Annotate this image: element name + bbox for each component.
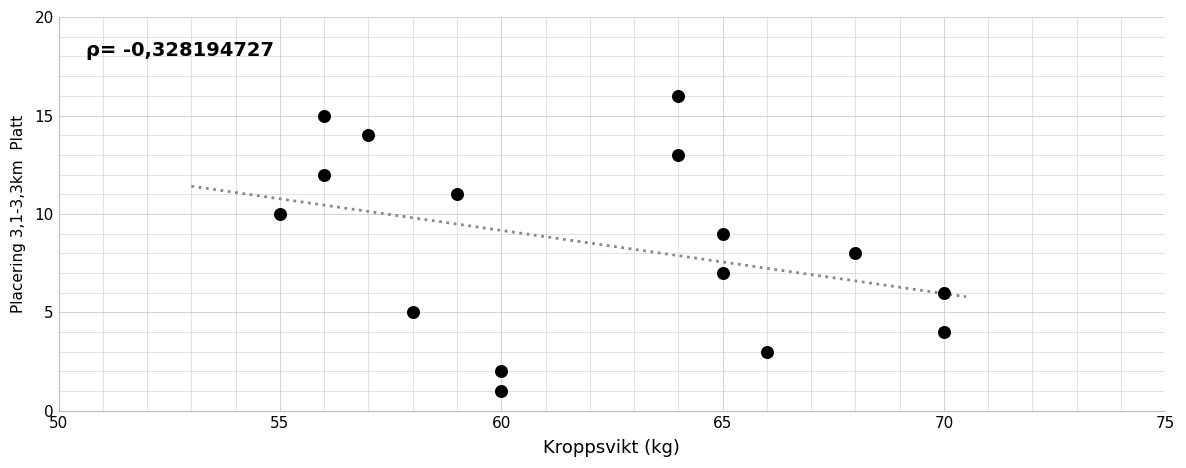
Point (935, 289, 954, 296)
Point (492, 388, 511, 395)
Point (314, 171, 333, 178)
Point (758, 348, 777, 355)
Point (492, 367, 511, 375)
Point (447, 190, 466, 198)
Point (359, 132, 378, 139)
Y-axis label: Placering 3,1-3,3km  Platt: Placering 3,1-3,3km Platt (11, 115, 26, 313)
Text: ρ= -0,328194727: ρ= -0,328194727 (87, 41, 274, 60)
Point (669, 92, 688, 100)
Point (935, 328, 954, 336)
Point (270, 210, 289, 218)
X-axis label: Kroppsvikt (kg): Kroppsvikt (kg) (543, 439, 681, 457)
Point (403, 308, 422, 316)
Point (713, 230, 732, 237)
Point (669, 151, 688, 159)
Point (846, 249, 865, 257)
Point (713, 269, 732, 277)
Point (314, 112, 333, 119)
